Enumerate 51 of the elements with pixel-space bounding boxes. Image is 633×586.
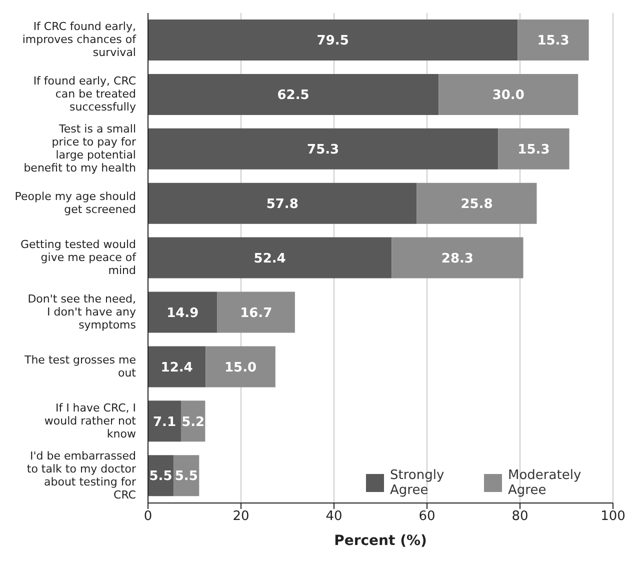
data-label: 25.8 xyxy=(460,196,493,212)
data-label: 52.4 xyxy=(254,251,286,266)
y-tick-label: I'd be embarrassed to talk to my doctor about testing for CRC xyxy=(26,449,136,502)
x-axis-title: Percent (%) xyxy=(334,533,427,549)
bar xyxy=(148,237,392,278)
data-label: 15.3 xyxy=(537,34,570,49)
y-tick-label: If CRC found early, improves chances of survival xyxy=(22,20,138,60)
data-label: 62.5 xyxy=(277,88,310,104)
data-label: 57.8 xyxy=(266,196,298,212)
data-label: 75.3 xyxy=(307,142,340,158)
x-tick-label: 40 xyxy=(326,509,342,524)
y-tick-label: The test grosses me out xyxy=(23,353,137,380)
y-tick-label: Getting tested would give me peace of mind xyxy=(20,238,138,278)
data-label: 79.5 xyxy=(316,34,349,49)
bar xyxy=(148,292,218,333)
data-label: 15.0 xyxy=(224,360,257,376)
data-label: 5.5 xyxy=(174,469,198,484)
bar xyxy=(416,182,537,224)
data-label: 12.4 xyxy=(160,360,193,376)
bar xyxy=(148,74,439,115)
x-tick-label: 0 xyxy=(144,509,152,524)
bar xyxy=(148,346,206,388)
x-tick-label: 100 xyxy=(600,509,626,524)
bar xyxy=(148,400,182,442)
bar xyxy=(148,20,518,61)
bar xyxy=(206,346,276,388)
x-tick-label: 20 xyxy=(232,509,250,524)
y-tick-label: Test is a small price to pay for large potential benefit to my health xyxy=(24,122,136,175)
bar xyxy=(498,128,570,170)
data-label: 28.3 xyxy=(441,251,474,266)
bar xyxy=(217,292,295,333)
bar xyxy=(518,20,589,61)
bar xyxy=(392,237,524,278)
data-label: 5.5 xyxy=(149,469,172,484)
x-tick-label: 60 xyxy=(418,509,436,524)
y-tick-label: If found early, CRC can be treated successfully xyxy=(33,74,136,114)
bar xyxy=(148,128,498,170)
data-label: 16.7 xyxy=(240,306,272,321)
data-label: 30.0 xyxy=(492,88,524,104)
y-tick-label: If I have CRC, I would rather not know xyxy=(44,401,137,440)
bar xyxy=(438,74,578,115)
data-label: 7.1 xyxy=(152,414,176,430)
x-tick-label: 80 xyxy=(512,509,528,524)
data-label: 15.3 xyxy=(518,142,550,158)
bar xyxy=(148,182,417,224)
y-tick-label: People my age should get screened xyxy=(14,190,136,216)
data-label: 5.2 xyxy=(182,414,205,430)
y-tick-label: Don't see the need, I don't have any symptoms xyxy=(28,292,136,332)
legend-label: Strongly Agree xyxy=(390,468,446,498)
data-label: 14.9 xyxy=(166,306,199,321)
legend-label: Moderately Agree xyxy=(508,468,582,498)
